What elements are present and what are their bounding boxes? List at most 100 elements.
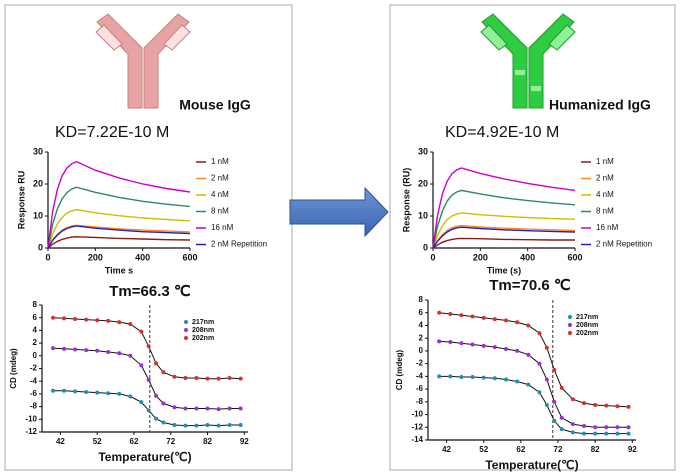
data-point [626,425,631,430]
data-point [238,376,243,381]
y-axis-label: Response (RU) [401,168,411,233]
data-point [515,348,520,353]
y-tick-label: 0 [33,351,38,360]
data-point [238,406,243,411]
panel-frame [4,4,293,471]
y-tick-label: 30 [418,146,428,156]
data-point [117,391,122,396]
data-point [626,404,631,409]
sensorgram-line [432,212,576,249]
data-point [84,317,89,322]
data-point [172,374,177,379]
legend-label: 2 nM [211,174,229,183]
data-point [194,423,199,428]
y-tick-label: -6 [416,384,424,393]
data-point [216,407,221,412]
legend-label: 4 nM [596,190,614,199]
x-tick-label: 0 [45,252,50,262]
data-point [183,376,188,381]
x-axis-label: Time s [105,265,133,275]
x-tick-label: 62 [516,445,525,454]
data-point [448,312,453,316]
data-point [459,313,464,318]
y-tick-label: -12 [411,422,423,431]
sensorgram-line [47,186,191,249]
y-tick-label: -10 [25,414,37,423]
data-point [205,376,210,381]
legend-label: 2 nM Repetition [211,240,267,249]
y-tick-label: 20 [418,178,428,188]
data-point [128,322,133,327]
x-tick-label: 52 [479,445,488,454]
data-point [154,393,159,398]
data-point [227,406,232,411]
data-point [470,342,475,347]
data-point [481,343,486,348]
y-axis-label: CD (mdeg) [9,348,18,389]
data-point [470,314,475,319]
data-point [161,370,166,375]
data-point [437,339,442,344]
data-point [51,315,56,320]
panel-frame [389,4,676,471]
legend-label: 217nm [192,319,214,326]
x-axis-label: Temperature(℃) [98,450,191,464]
data-point [559,415,564,420]
data-point [128,353,133,358]
x-tick-label: 200 [88,252,103,262]
data-point [626,431,631,436]
sensorgram-line [432,226,576,249]
data-point [544,377,549,382]
data-point [570,430,575,435]
data-point [526,382,531,387]
y-tick-label: 10 [33,210,43,220]
y-tick-label: 0 [423,242,428,252]
data-point [481,375,486,380]
data-point [481,315,486,320]
data-point [437,374,442,379]
data-point [194,406,199,411]
data-point [73,389,78,394]
data-point [448,340,453,344]
chart-title: Tm=66.3 ℃ [109,283,191,300]
data-point [62,346,67,351]
legend-label: 208nm [192,327,214,334]
data-point [504,347,508,351]
legend-label: 208nm [576,322,598,329]
sensorgram-line [432,224,576,249]
y-tick-label: -14 [411,435,423,444]
data-point [459,341,464,346]
fit-line [53,390,241,427]
data-point [593,425,598,430]
data-point [117,320,122,325]
data-point [515,320,520,325]
data-point [73,347,78,352]
data-point [161,401,166,406]
y-tick-label: -4 [30,376,38,385]
data-point [161,420,166,425]
data-point [106,349,111,354]
data-point [194,376,199,381]
data-point [183,423,188,428]
x-tick-label: 92 [240,437,249,446]
data-point [492,317,497,322]
data-point [172,405,177,410]
data-point [146,377,151,382]
data-point [146,408,151,413]
sensorgram-line [432,237,575,249]
data-point [582,401,586,406]
x-tick-label: 92 [628,445,637,454]
y-axis-label: CD (mdeg) [395,349,404,390]
y-tick-label: -8 [416,397,424,406]
x-axis-label: Time (s) [487,265,521,275]
data-point [95,318,100,323]
x-tick-label: 400 [520,252,535,262]
data-point [544,345,549,350]
fit-line [439,312,629,408]
legend-label: 2 nM Repetition [596,240,652,249]
data-point [128,394,133,399]
x-tick-label: 200 [473,252,488,262]
data-point [544,403,549,407]
data-point [593,403,598,407]
legend-label: 1 nM [596,157,614,166]
